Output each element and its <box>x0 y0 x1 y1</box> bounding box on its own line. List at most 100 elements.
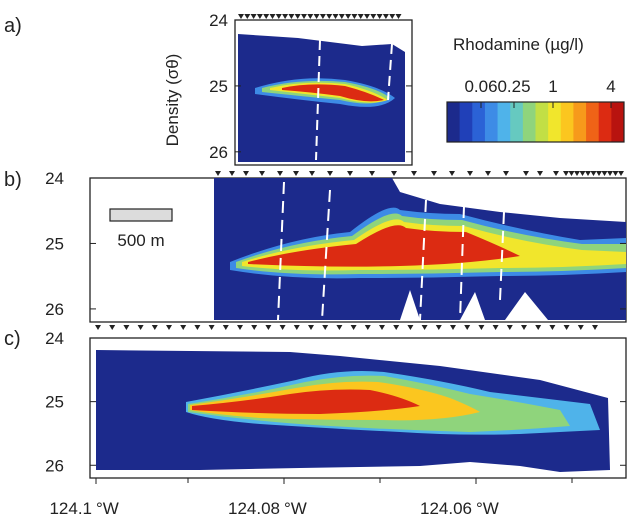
station-marker <box>407 325 414 330</box>
station-marker <box>338 14 345 19</box>
station-marker <box>577 325 584 330</box>
station-marker <box>431 171 437 176</box>
colorbar-cell <box>497 102 511 142</box>
station-marker <box>243 171 249 176</box>
colorbar-cells <box>447 102 625 142</box>
x-tick-label: 124.1 <box>49 499 92 518</box>
station-marker <box>215 171 221 176</box>
station-marker <box>277 171 283 176</box>
colorbar-cell <box>510 102 524 142</box>
station-marker <box>376 14 383 19</box>
station-marker <box>607 171 613 176</box>
station-marker <box>521 325 527 330</box>
y-tick-label: 26 <box>209 143 228 162</box>
station-marker <box>503 171 509 176</box>
panel-a: a) Density (σθ) 24 25 26 <box>4 11 413 166</box>
colorbar-cell <box>611 102 625 142</box>
station-marker <box>294 14 301 19</box>
station-marker <box>563 171 569 176</box>
x-tick-unit: °W <box>96 499 119 518</box>
station-marker <box>319 14 326 19</box>
y-tick-label: 24 <box>45 169 64 188</box>
station-marker <box>585 171 591 176</box>
station-marker <box>612 171 619 176</box>
station-marker <box>208 325 215 330</box>
station-marker <box>382 14 389 19</box>
panel-c-plume-core <box>192 389 420 414</box>
y-tick-label: 26 <box>45 456 64 475</box>
station-marker <box>123 325 130 330</box>
station-marker <box>618 171 624 176</box>
panel-b-plume-core <box>248 225 520 267</box>
colorbar-cell <box>484 102 499 142</box>
colorbar-title: Rhodamine (µg/l) <box>453 35 584 54</box>
station-marker <box>568 171 575 176</box>
y-tick-label: 24 <box>45 329 64 348</box>
station-marker <box>265 325 272 330</box>
station-marker <box>596 171 602 176</box>
station-marker <box>237 325 243 330</box>
density-axis-label: Density (σθ) <box>163 54 182 147</box>
station-marker <box>336 325 343 330</box>
station-marker <box>464 325 471 330</box>
station-marker <box>421 325 428 330</box>
scale-bar-label: 500 m <box>117 231 164 250</box>
panel-c-label: c) <box>4 328 21 350</box>
station-marker <box>485 171 491 176</box>
station-marker <box>535 325 542 330</box>
station-marker <box>244 14 251 19</box>
station-marker <box>345 14 352 19</box>
panel-c-stations <box>95 325 598 330</box>
panel-b-dashed-lines <box>277 181 505 321</box>
station-marker <box>238 14 244 19</box>
panel-b-label: b) <box>4 169 22 191</box>
colorbar-cell <box>598 102 612 142</box>
station-marker <box>563 325 570 330</box>
station-marker <box>308 325 314 330</box>
station-marker <box>351 14 358 19</box>
station-marker <box>357 14 364 19</box>
station-marker <box>389 14 396 19</box>
station-marker <box>553 171 559 176</box>
station-marker <box>393 325 400 330</box>
colorbar-cell <box>472 102 486 142</box>
station-marker <box>250 14 257 19</box>
station-marker <box>194 325 201 330</box>
station-marker <box>379 325 385 330</box>
station-marker <box>293 325 300 330</box>
station-marker <box>263 14 270 19</box>
y-tick-label: 25 <box>45 393 64 412</box>
station-marker <box>369 171 375 176</box>
panel-a-plume-core <box>282 84 384 102</box>
station-marker <box>332 14 339 19</box>
colorbar-cell <box>573 102 587 142</box>
station-marker <box>95 325 101 330</box>
colorbar: Rhodamine (µg/l) 0.06 0.25 1 4 <box>446 35 625 143</box>
scale-bar <box>109 208 173 222</box>
station-marker <box>251 325 258 330</box>
station-marker <box>350 325 357 330</box>
station-marker <box>492 325 499 330</box>
station-marker <box>180 325 187 330</box>
colorbar-cell <box>459 102 473 142</box>
station-marker <box>282 14 289 19</box>
panel-a-label: a) <box>4 15 22 37</box>
x-tick-unit: °W <box>284 499 307 518</box>
station-marker <box>326 14 333 19</box>
station-marker <box>370 14 377 19</box>
colorbar-ticks: 0.06 0.25 1 4 <box>464 77 616 108</box>
station-marker <box>307 14 314 19</box>
colorbar-frame <box>446 101 625 143</box>
station-marker <box>269 14 276 19</box>
station-marker <box>364 325 371 330</box>
colorbar-tick-label: 4 <box>606 77 615 96</box>
station-marker <box>279 325 286 330</box>
station-marker <box>592 325 598 330</box>
station-marker <box>364 14 370 19</box>
x-tick-label: 124.06 <box>420 499 472 518</box>
station-marker <box>309 171 315 176</box>
x-tick-unit: °W <box>476 499 499 518</box>
station-marker <box>435 325 442 330</box>
station-marker <box>523 171 529 176</box>
